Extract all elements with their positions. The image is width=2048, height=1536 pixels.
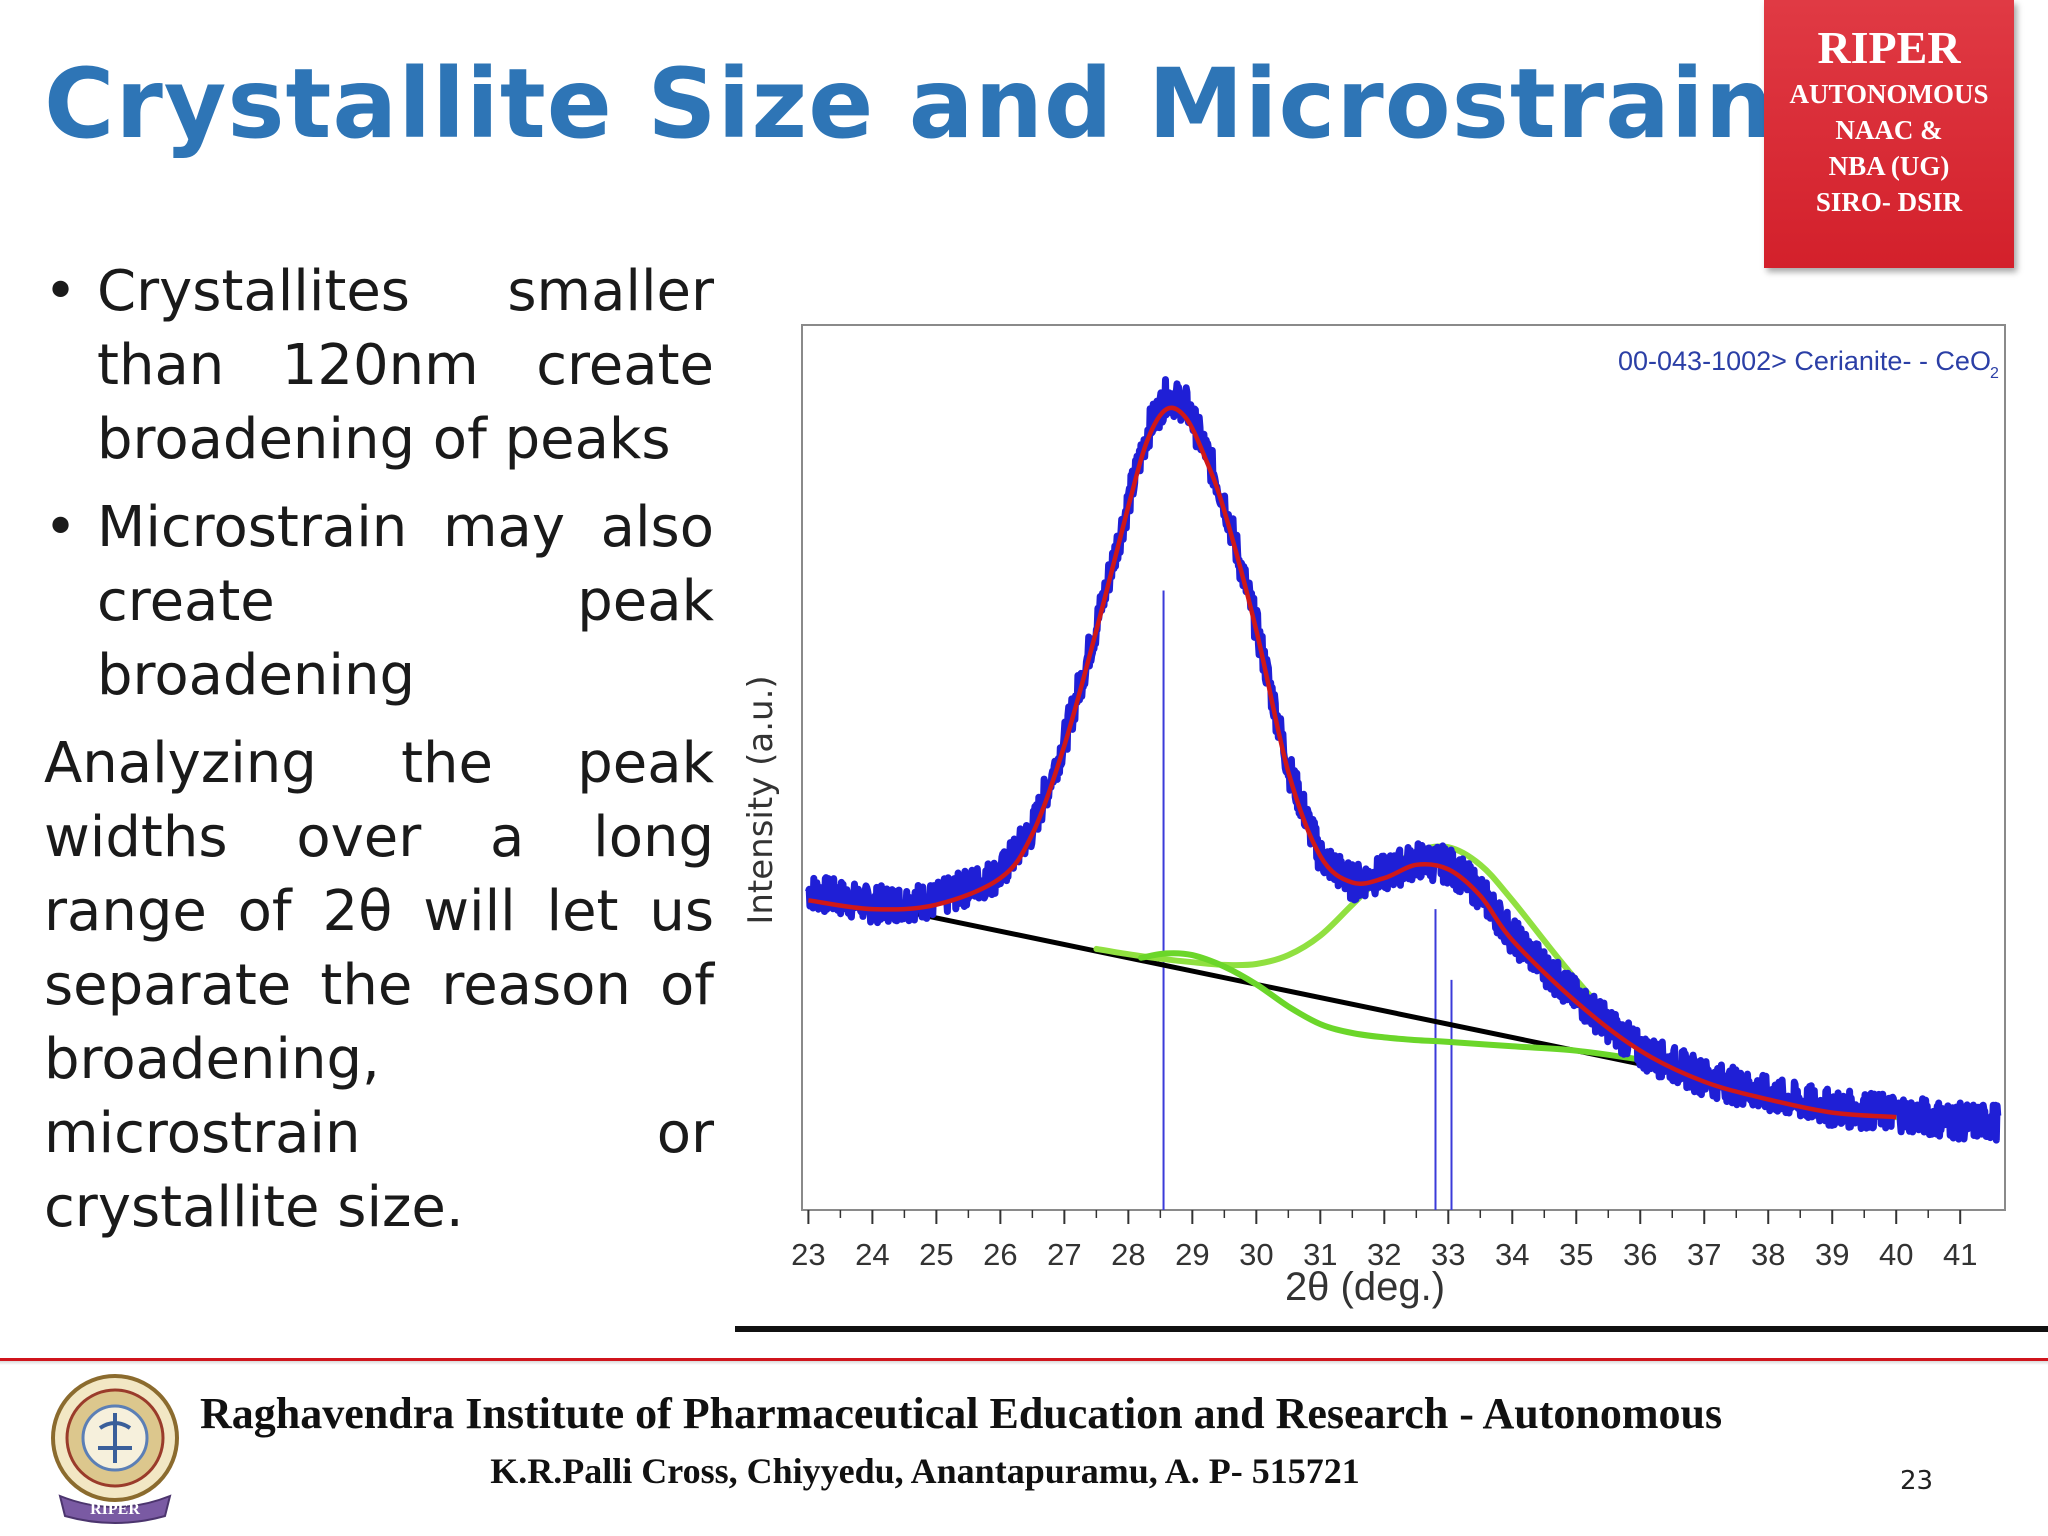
x-tick-label: 30: [1239, 1237, 1273, 1272]
bullet-dot: •: [44, 259, 78, 324]
x-tick-label: 37: [1687, 1237, 1721, 1272]
bullet-list: • Crystallites smaller than 120nm create…: [44, 255, 714, 713]
phase-annotation: 00-043-1002> Cerianite- - CeO: [1618, 346, 1991, 376]
badge-line: SIRO- DSIR: [1815, 187, 1963, 217]
x-tick-label: 36: [1623, 1237, 1657, 1272]
x-tick-label: 41: [1943, 1237, 1977, 1272]
slide-body: • Crystallites smaller than 120nm create…: [44, 255, 714, 1245]
phase-annotation-subscript: 2: [1990, 365, 1999, 382]
bullet-text: Crystallites smaller than 120nm create b…: [97, 259, 714, 472]
x-tick-label: 26: [983, 1237, 1017, 1272]
footer-divider-shadow: [0, 1361, 2048, 1365]
bullet-dot: •: [44, 495, 78, 560]
x-tick-label: 35: [1559, 1237, 1593, 1272]
footer-divider: [0, 1358, 2048, 1361]
badge-line: NBA (UG): [1828, 151, 1950, 181]
body-paragraph: Analyzing the peak widths over a long ra…: [44, 731, 714, 1240]
x-tick-label: 33: [1431, 1237, 1465, 1272]
x-tick-label: 24: [855, 1237, 889, 1272]
background-line: [807, 888, 1641, 1067]
reference-lines: [1162, 590, 1453, 1210]
x-tick-label: 29: [1175, 1237, 1209, 1272]
xrd-chart-svg: 23 24 25 26 27 28 29 30 31 32 33 34 35 36 37 38 39 40 41 0…: [735, 324, 2048, 1332]
plot-frame: [801, 324, 2006, 1211]
bullet-text: Microstrain may also create peak broaden…: [97, 495, 714, 708]
x-tick-label: 32: [1367, 1237, 1401, 1272]
x-tick-label: 23: [791, 1237, 825, 1272]
badge-line: AUTONOMOUS: [1789, 79, 1989, 109]
bullet-item: • Crystallites smaller than 120nm create…: [44, 255, 714, 477]
figure-bottom-border: [735, 1326, 2048, 1332]
peak-1-line: [1138, 950, 1644, 1063]
x-tick-label: 40: [1879, 1237, 1913, 1272]
badge-line: NAAC &: [1835, 115, 1943, 145]
chart-series: [805, 376, 2002, 1144]
y-axis-label: Intensity (a.u.): [741, 675, 781, 924]
x-tick-label: 38: [1751, 1237, 1785, 1272]
bullet-item: • Microstrain may also create peak broad…: [44, 491, 714, 713]
x-tick-label: 28: [1111, 1237, 1145, 1272]
observed-line: [805, 376, 2002, 1144]
x-tick-label: 25: [919, 1237, 953, 1272]
fit-line: [808, 405, 1897, 1120]
logo-text: RIPER: [90, 1501, 140, 1518]
institution-name: Raghavendra Institute of Pharmaceutical …: [200, 1389, 1723, 1438]
x-tick-label: 31: [1303, 1237, 1337, 1272]
badge-title: RIPER: [1817, 22, 1961, 73]
x-tick-label: 34: [1495, 1237, 1529, 1272]
accreditation-badge: RIPER AUTONOMOUS NAAC & NBA (UG) SIRO- D…: [1764, 0, 2014, 268]
slide-title: Crystallite Size and Microstrain: [44, 48, 1775, 160]
institution-logo: RIPER: [40, 1368, 190, 1528]
x-axis-ticks: [807, 1210, 1962, 1224]
x-axis-tick-labels: 23 24 25 26 27 28 29 30 31 32 33 34 35 36 37 38 39 40 41: [791, 1237, 1977, 1272]
x-tick-label: 27: [1047, 1237, 1081, 1272]
page-number: 23: [1900, 1466, 1934, 1496]
institution-address: K.R.Palli Cross, Chiyyedu, Anantapuramu,…: [490, 1451, 1360, 1491]
x-tick-label: 39: [1815, 1237, 1849, 1272]
x-axis-label: 2θ (deg.): [1285, 1265, 1445, 1309]
xrd-chart: 23 24 25 26 27 28 29 30 31 32 33 34 35 36 37 38 39 40 41 0…: [730, 310, 2048, 1340]
